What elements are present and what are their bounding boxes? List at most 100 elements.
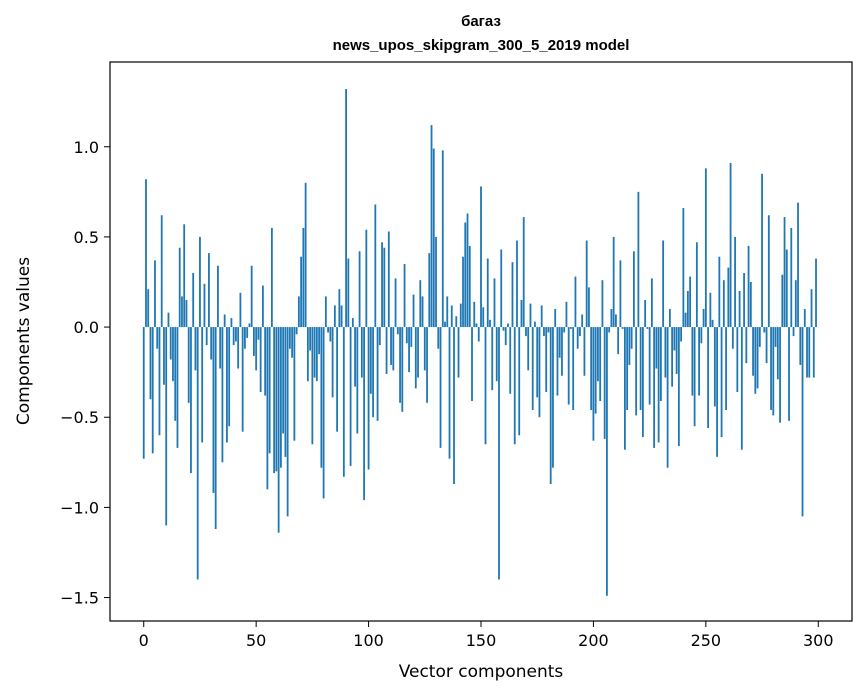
bar: [158, 327, 161, 436]
bar: [722, 280, 725, 328]
bar: [736, 327, 739, 392]
y-axis-ticks: −1.5 −1.0 −0.5 0.0 0.5 1.0: [60, 138, 110, 608]
bar: [626, 327, 629, 411]
bar: [163, 327, 165, 385]
bar: [630, 327, 633, 349]
bar: [574, 276, 577, 328]
bar: [731, 327, 734, 349]
bar: [313, 327, 316, 378]
bar: [581, 314, 584, 328]
bar: [414, 327, 417, 389]
bar: [401, 327, 404, 412]
bar: [199, 236, 201, 328]
bar: [799, 327, 802, 365]
bar: [725, 327, 727, 411]
bar: [147, 289, 150, 328]
bar: [808, 327, 811, 378]
bar: [711, 319, 714, 328]
bar: [435, 236, 437, 328]
bar: [491, 327, 494, 391]
bar: [345, 89, 347, 328]
bar: [682, 208, 685, 328]
bar: [300, 256, 303, 328]
bar: [545, 327, 548, 392]
bar: [221, 327, 224, 463]
bar: [572, 327, 575, 411]
bar: [675, 327, 678, 374]
bar: [781, 274, 784, 328]
x-tick-label: 250: [691, 631, 722, 650]
bar: [498, 327, 500, 580]
bar: [473, 301, 476, 328]
x-tick-label: 200: [578, 631, 609, 650]
bar: [601, 280, 604, 328]
bar: [700, 327, 703, 344]
bar: [201, 327, 204, 443]
bar: [666, 327, 669, 468]
bar: [727, 267, 730, 328]
bar: [381, 242, 383, 328]
bar: [309, 327, 312, 351]
bar: [803, 309, 806, 328]
bar: [511, 262, 514, 328]
bar: [286, 327, 289, 517]
bar: [558, 327, 561, 358]
bar: [417, 327, 419, 378]
bar: [268, 327, 271, 454]
bar: [356, 327, 359, 434]
bar: [437, 327, 440, 349]
bar: [754, 327, 757, 394]
bar: [686, 291, 689, 328]
bar: [349, 327, 352, 466]
bar: [484, 327, 487, 445]
bar: [752, 327, 754, 376]
bar: [668, 309, 671, 328]
bar: [306, 327, 309, 382]
bar: [367, 327, 370, 470]
bar: [579, 327, 581, 337]
bar: [709, 292, 712, 328]
bar: [684, 312, 687, 328]
bar: [812, 327, 815, 378]
bar: [275, 327, 278, 472]
bar: [423, 327, 426, 371]
chart-title-line2: news_upos_skipgram_300_5_2019 model: [333, 37, 630, 54]
bar: [181, 296, 183, 328]
bar: [504, 327, 507, 346]
bar: [749, 281, 752, 328]
bar: [619, 260, 622, 328]
x-tick-label: 300: [803, 631, 834, 650]
bar: [383, 247, 386, 328]
bar: [522, 217, 525, 328]
bar: [320, 327, 323, 468]
bar: [585, 240, 588, 328]
bar: [444, 321, 446, 328]
bar: [277, 327, 280, 533]
bar: [426, 327, 428, 403]
bar: [767, 215, 770, 328]
bar: [583, 327, 586, 376]
bar: [633, 251, 635, 328]
bar: [597, 327, 599, 382]
bar: [336, 327, 338, 432]
bar: [486, 258, 489, 328]
bar: [185, 300, 188, 328]
bar: [219, 327, 222, 369]
bar: [776, 327, 779, 380]
bar: [174, 327, 177, 421]
bar: [493, 278, 496, 328]
bar: [691, 327, 694, 396]
bar: [772, 327, 775, 416]
bar: [540, 305, 543, 328]
bar: [815, 258, 817, 328]
bar: [704, 168, 707, 328]
bar: [590, 327, 593, 411]
y-tick-label: 0.0: [74, 318, 99, 337]
bar: [635, 327, 638, 416]
bar: [680, 327, 683, 342]
bar: [536, 327, 539, 398]
bar: [698, 327, 700, 396]
bar: [212, 327, 215, 493]
bar: [203, 283, 206, 328]
bar: [520, 300, 523, 328]
